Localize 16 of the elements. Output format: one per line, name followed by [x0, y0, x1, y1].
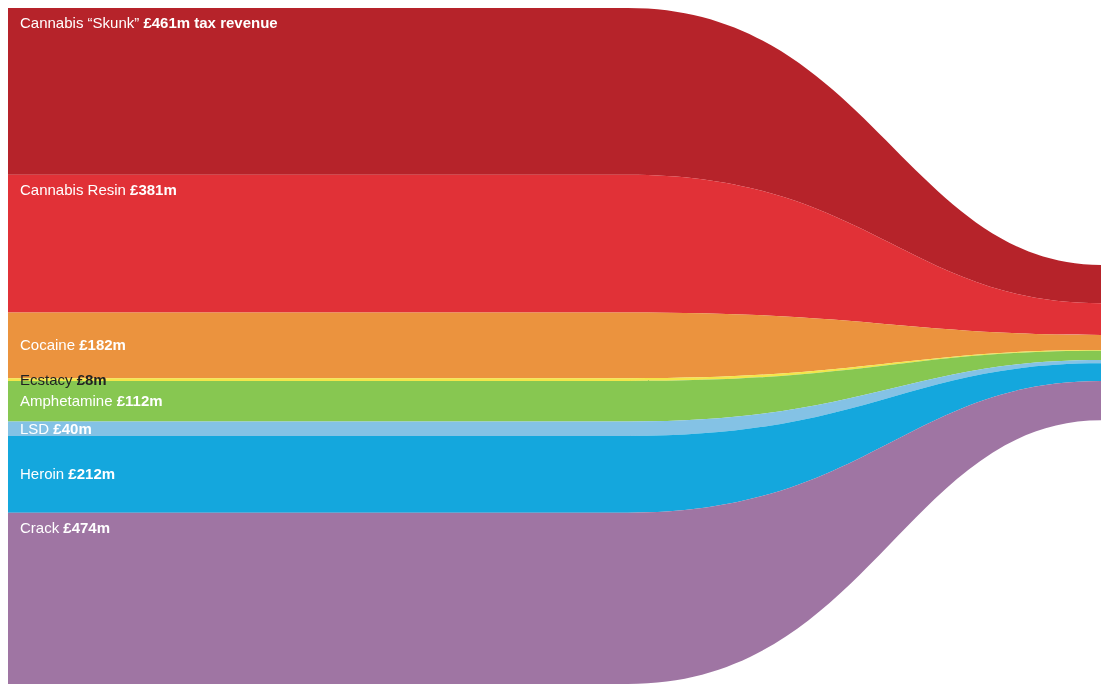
category-label: LSD — [20, 419, 50, 437]
data-label: £8m — [76, 370, 107, 388]
category-label: Cocaine — [20, 336, 76, 354]
data-label: £182m — [79, 336, 126, 354]
data-label: £40m — [53, 419, 92, 437]
category-label: Crack — [20, 518, 60, 536]
data-label: £212m — [68, 465, 116, 483]
category-label: Cannabis “Skunk” — [20, 14, 140, 31]
data-label: £461m tax revenue — [143, 14, 278, 31]
category-label: Cannabis Resin — [20, 180, 126, 198]
category-label: Amphetamine — [20, 392, 113, 410]
data-label: £112m — [116, 392, 163, 410]
category-label: Ecstacy — [20, 370, 73, 388]
category-label: Heroin — [20, 465, 65, 483]
data-label: £474m — [63, 518, 111, 536]
data-label: £381m — [130, 180, 177, 198]
